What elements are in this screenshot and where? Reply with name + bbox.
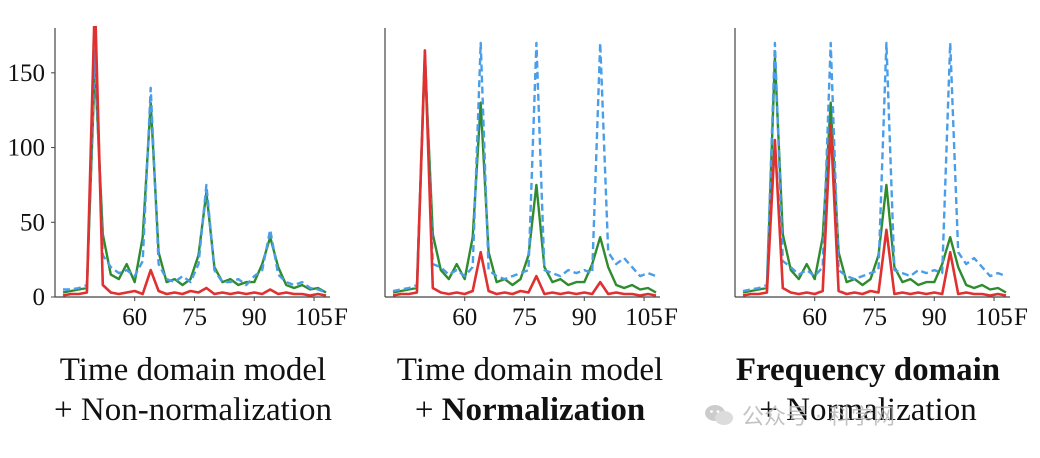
x-tick-label: 75 <box>512 304 537 331</box>
x-tick-label: 75 <box>182 304 207 331</box>
x-tick-label: 60 <box>802 304 827 331</box>
panel-time-domain-normalization: 60 75 90 105 F <box>384 28 678 331</box>
caption-panel-3-line2: + Normalization <box>759 392 977 428</box>
caption-panel-3: Frequency domain + Normalization <box>693 350 1040 430</box>
caption-panel-2: Time domain model + Normalization <box>355 350 705 430</box>
series-line-green <box>392 56 657 294</box>
x-tick-label: 105 <box>295 304 333 331</box>
x-tick-label: 60 <box>122 304 147 331</box>
caption-panel-3-line1: Frequency domain <box>735 352 1001 388</box>
y-tick-label: 100 <box>8 135 46 162</box>
series-line-blue <box>392 41 657 293</box>
y-tick-label: 150 <box>8 60 46 87</box>
caption-panel-2-prefix: + <box>414 392 442 428</box>
x-axis-label: F <box>1014 304 1028 331</box>
series-line-green <box>62 64 327 294</box>
y-tick-label: 50 <box>20 209 45 236</box>
x-tick-label: 90 <box>572 304 597 331</box>
x-tick-label: 90 <box>922 304 947 331</box>
watermark-text: 公众号 · 科学网 <box>742 405 895 430</box>
series-line-blue <box>63 49 327 294</box>
series-group <box>742 41 1007 297</box>
series-line-blue <box>742 41 1007 293</box>
x-tick-label: 90 <box>242 304 267 331</box>
x-tick-label: 105 <box>625 304 663 331</box>
series-line-red <box>62 26 327 297</box>
series-group <box>392 41 657 297</box>
series-group <box>62 26 327 297</box>
series-line-red <box>742 123 1007 297</box>
y-tick-label: 0 <box>33 284 46 311</box>
caption-panel-2-line1: Time domain model <box>396 352 664 388</box>
series-line-red <box>392 49 657 297</box>
caption-panel-2-bold: Normalization <box>441 392 646 428</box>
x-tick-label: 105 <box>975 304 1013 331</box>
x-tick-label: 60 <box>452 304 477 331</box>
x-tick-label: 75 <box>862 304 887 331</box>
caption-panel-2-line2: + Normalization <box>355 390 705 430</box>
wechat-icon <box>705 405 733 425</box>
watermark: 公众号 · 科学网 <box>704 398 1014 432</box>
series-line-green <box>742 56 1007 294</box>
x-axis-label: F <box>334 304 348 331</box>
caption-panel-1-line1: Time domain model <box>59 352 327 388</box>
caption-panel-1-line2: + Non-normalization <box>54 392 332 428</box>
panel-time-domain-non-normalization: 0 50 100 150 60 75 90 105 F <box>8 26 348 331</box>
panel-frequency-domain-normalization: 60 75 90 105 F <box>734 28 1028 331</box>
caption-panel-1: Time domain model + Non-normalization <box>18 350 368 430</box>
x-axis-label: F <box>664 304 678 331</box>
